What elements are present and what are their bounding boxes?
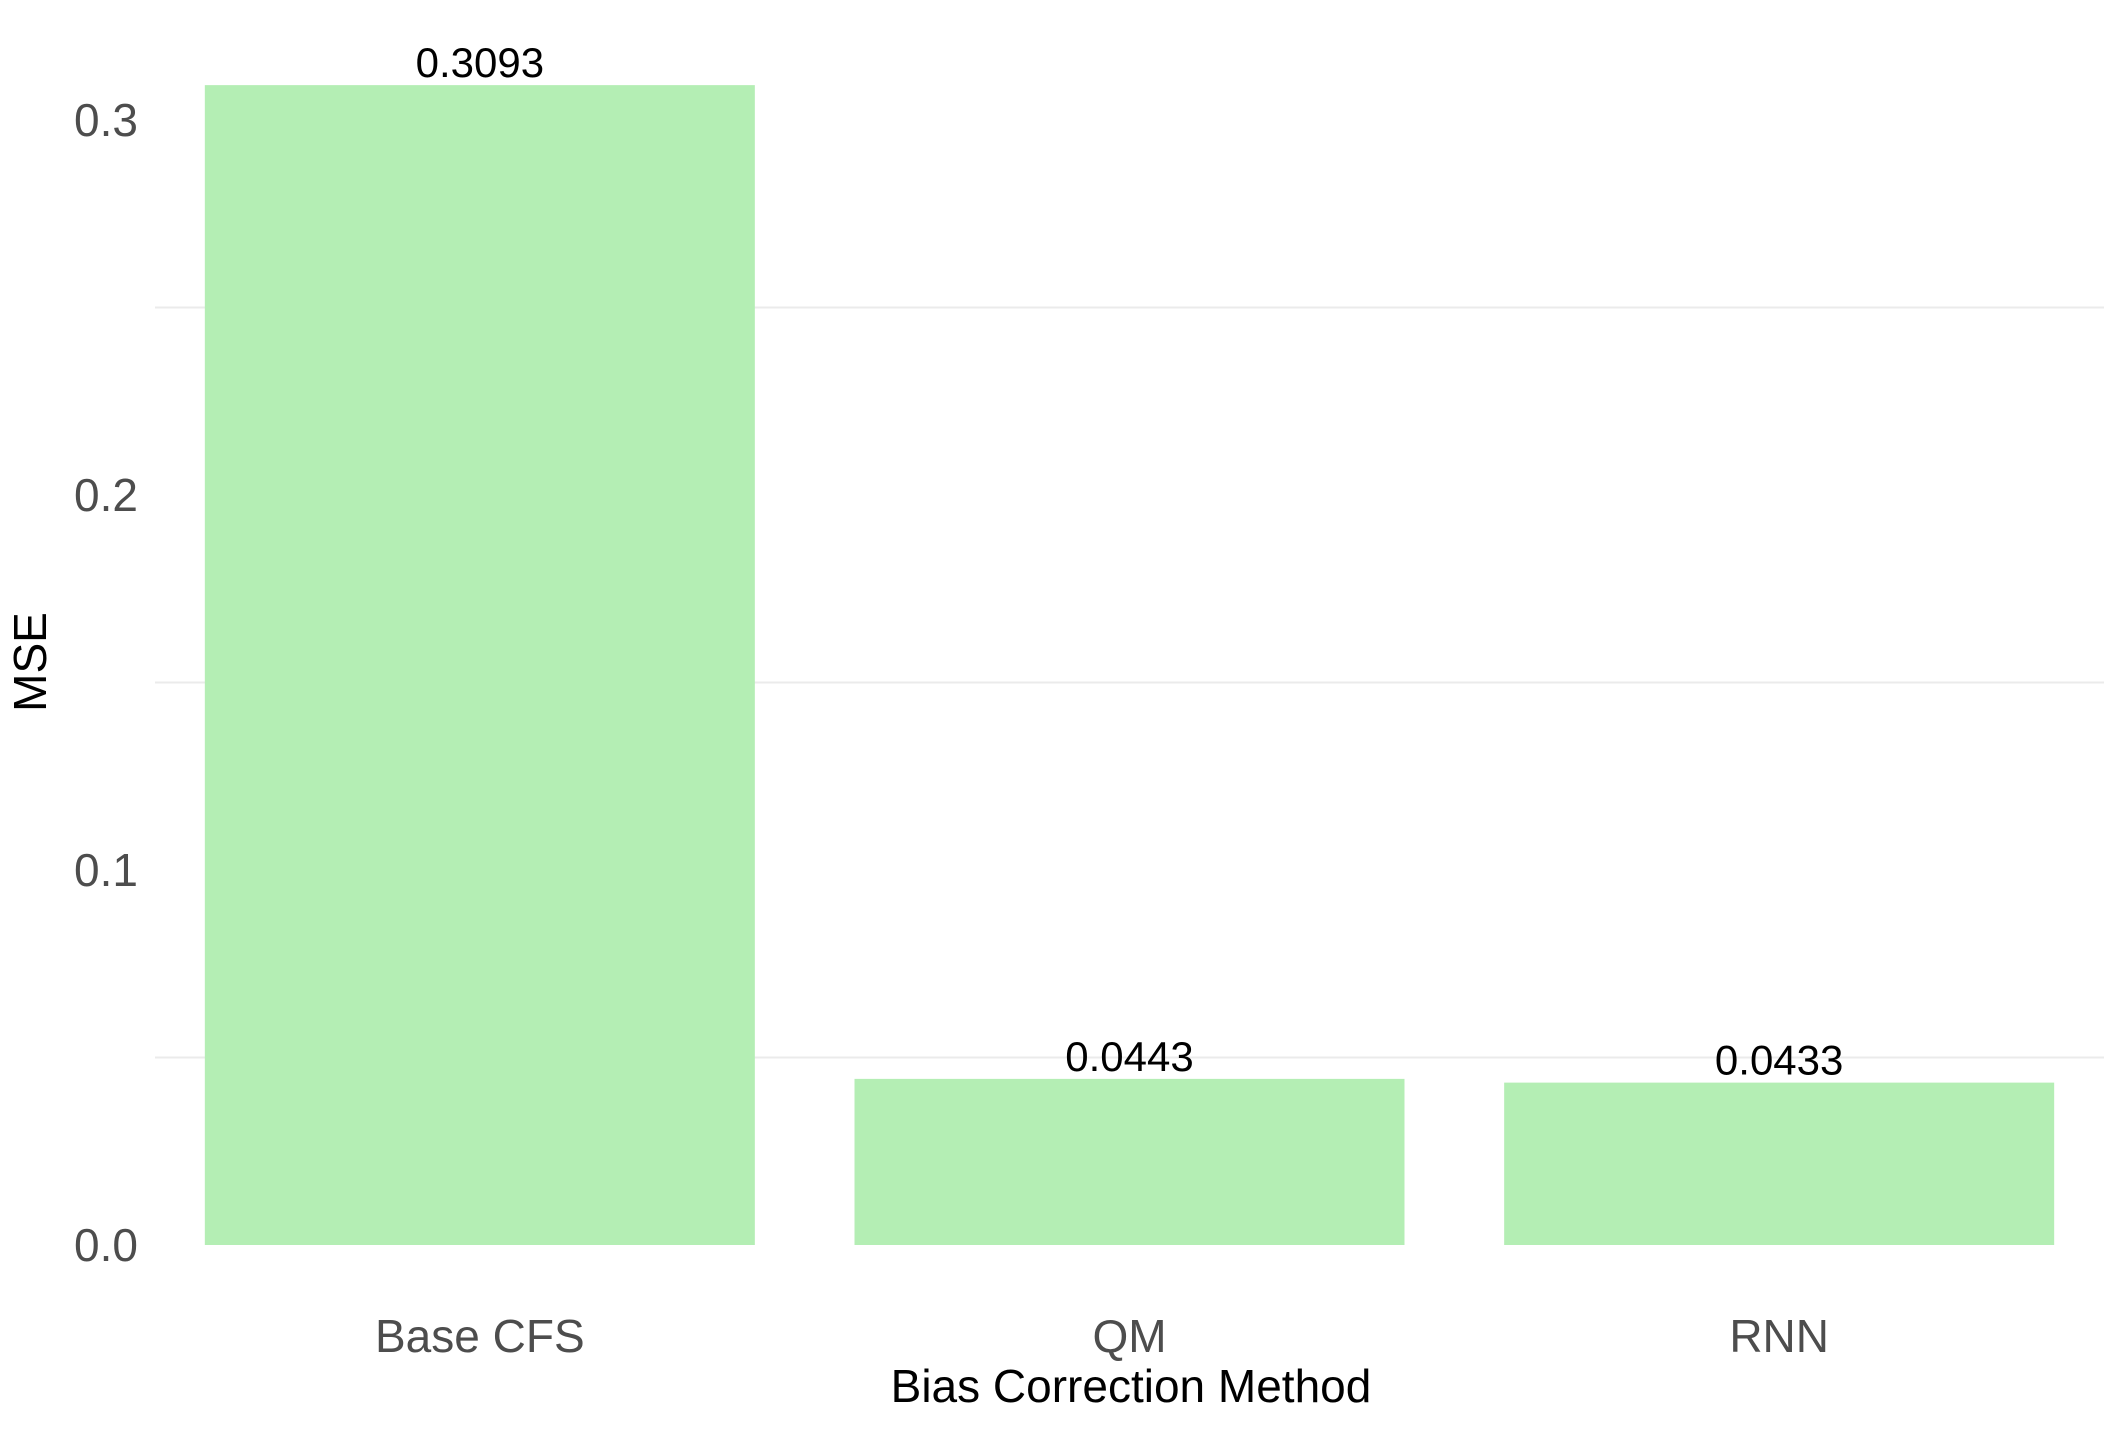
y-axis-title: MSE bbox=[4, 612, 56, 712]
x-axis-title: Bias Correction Method bbox=[891, 1360, 1372, 1412]
y-tick-label: 0.3 bbox=[74, 94, 138, 146]
bar-base-cfs bbox=[204, 85, 755, 1245]
y-tick-label: 0.0 bbox=[74, 1219, 138, 1271]
x-tick-label: RNN bbox=[1729, 1310, 1829, 1362]
data-label: 0.0433 bbox=[1715, 1037, 1843, 1084]
data-label: 0.0443 bbox=[1065, 1033, 1193, 1080]
x-tick-label: QM bbox=[1092, 1310, 1166, 1362]
bar-qm bbox=[854, 1078, 1405, 1245]
y-tick-label: 0.1 bbox=[74, 844, 138, 896]
bars bbox=[204, 85, 2055, 1245]
data-labels: 0.3093 0.0443 0.0433 bbox=[416, 39, 1844, 1084]
x-tick-label: Base CFS bbox=[375, 1310, 585, 1362]
bar-rnn bbox=[1504, 1082, 2055, 1245]
y-axis-ticks: 0.0 0.1 0.2 0.3 bbox=[74, 94, 138, 1271]
y-tick-label: 0.2 bbox=[74, 469, 138, 521]
data-label: 0.3093 bbox=[416, 39, 544, 86]
x-axis-ticks: Base CFS QM RNN bbox=[375, 1310, 1829, 1362]
